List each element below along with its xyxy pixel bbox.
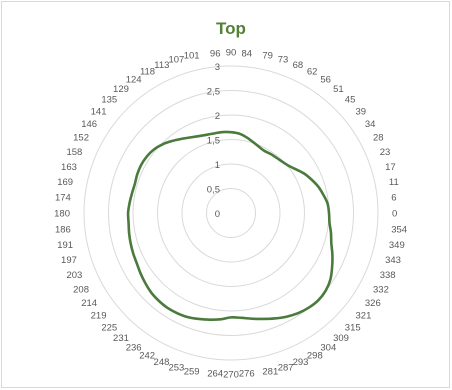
angle-tick-label: 68 bbox=[293, 60, 304, 71]
angle-tick-label: 219 bbox=[91, 311, 107, 322]
angle-tick-label: 56 bbox=[320, 75, 331, 86]
grid-ring bbox=[181, 163, 281, 263]
radial-tick-label: 0 bbox=[215, 209, 220, 220]
angle-tick-label: 259 bbox=[184, 366, 200, 377]
radial-tick-label: 2,5 bbox=[207, 87, 220, 98]
angle-tick-label: 45 bbox=[345, 95, 356, 106]
angle-tick-label: 152 bbox=[73, 133, 89, 144]
angle-tick-label: 113 bbox=[154, 60, 169, 71]
angle-tick-label: 34 bbox=[365, 119, 376, 130]
angle-tick-label: 343 bbox=[385, 255, 401, 266]
chart-title: Top bbox=[216, 19, 246, 38]
angle-tick-label: 90 bbox=[226, 48, 237, 59]
angle-tick-label: 321 bbox=[356, 311, 372, 322]
grid-ring bbox=[83, 65, 379, 361]
angle-tick-label: 203 bbox=[66, 270, 82, 281]
angle-tick-label: 84 bbox=[242, 48, 253, 59]
angle-tick-label: 11 bbox=[389, 177, 399, 188]
angle-tick-label: 191 bbox=[57, 240, 73, 251]
angle-tick-label: 28 bbox=[373, 133, 384, 144]
angle-tick-label: 298 bbox=[307, 351, 323, 362]
angle-tick-label: 96 bbox=[210, 48, 221, 59]
angle-tick-label: 287 bbox=[278, 363, 294, 374]
angle-tick-label: 51 bbox=[333, 84, 344, 95]
angle-tick-label: 236 bbox=[126, 342, 142, 353]
radial-tick-label: 2 bbox=[215, 111, 220, 122]
angle-tick-label: 107 bbox=[168, 54, 184, 65]
angle-tick-label: 158 bbox=[66, 147, 82, 158]
angle-tick-label: 293 bbox=[293, 357, 309, 368]
angle-tick-label: 79 bbox=[262, 51, 273, 62]
angle-tick-label: 118 bbox=[140, 67, 155, 78]
angle-tick-label: 309 bbox=[333, 333, 349, 344]
radial-tick-label: 1 bbox=[215, 160, 220, 171]
grid-ring bbox=[206, 188, 256, 238]
angle-tick-label: 17 bbox=[385, 162, 396, 173]
series-line bbox=[126, 130, 334, 322]
angle-tick-label: 73 bbox=[278, 54, 289, 65]
angle-tick-label: 338 bbox=[380, 270, 396, 281]
angle-tick-label: 304 bbox=[320, 342, 336, 353]
angle-tick-label: 169 bbox=[57, 177, 73, 188]
angle-tick-label: 264 bbox=[207, 369, 223, 380]
angle-tick-label: 281 bbox=[262, 366, 278, 377]
angle-tick-label: 6 bbox=[391, 193, 396, 204]
angle-tick-label: 180 bbox=[54, 209, 70, 220]
angle-tick-label: 146 bbox=[81, 119, 97, 130]
radial-tick-label: 0,5 bbox=[207, 185, 220, 196]
angle-tick-label: 332 bbox=[373, 284, 389, 295]
angle-tick-label: 141 bbox=[91, 106, 107, 117]
angle-tick-label: 253 bbox=[168, 363, 184, 374]
angle-tick-label: 101 bbox=[184, 51, 200, 62]
angle-tick-label: 208 bbox=[73, 284, 89, 295]
angle-tick-label: 315 bbox=[345, 322, 361, 333]
angle-tick-label: 225 bbox=[101, 322, 117, 333]
angle-tick-label: 135 bbox=[101, 95, 117, 106]
angle-tick-label: 349 bbox=[389, 240, 405, 251]
angle-tick-label: 0 bbox=[392, 209, 397, 220]
angle-tick-label: 186 bbox=[55, 224, 71, 235]
angle-tick-label: 231 bbox=[113, 333, 129, 344]
grid-ring bbox=[157, 139, 305, 287]
angle-tick-label: 214 bbox=[81, 298, 97, 309]
angle-tick-label: 39 bbox=[356, 106, 367, 117]
angle-tick-label: 242 bbox=[139, 351, 155, 362]
angle-tick-label: 276 bbox=[239, 369, 255, 380]
radial-tick-label: 1,5 bbox=[207, 136, 220, 147]
angle-tick-label: 23 bbox=[380, 147, 391, 158]
grid-ring bbox=[108, 90, 354, 336]
angle-tick-label: 270 bbox=[223, 370, 239, 381]
angle-tick-label: 62 bbox=[307, 67, 318, 78]
angle-tick-label: 248 bbox=[154, 357, 170, 368]
angle-tick-label: 354 bbox=[391, 224, 407, 235]
angle-tick-label: 197 bbox=[61, 255, 77, 266]
angle-tick-label: 124 bbox=[126, 75, 142, 86]
angle-tick-label: 326 bbox=[365, 298, 381, 309]
angle-tick-label: 129 bbox=[113, 84, 129, 95]
angle-tick-label: 163 bbox=[61, 162, 77, 173]
angle-tick-label: 174 bbox=[55, 193, 71, 204]
radial-tick-label: 3 bbox=[215, 62, 220, 73]
